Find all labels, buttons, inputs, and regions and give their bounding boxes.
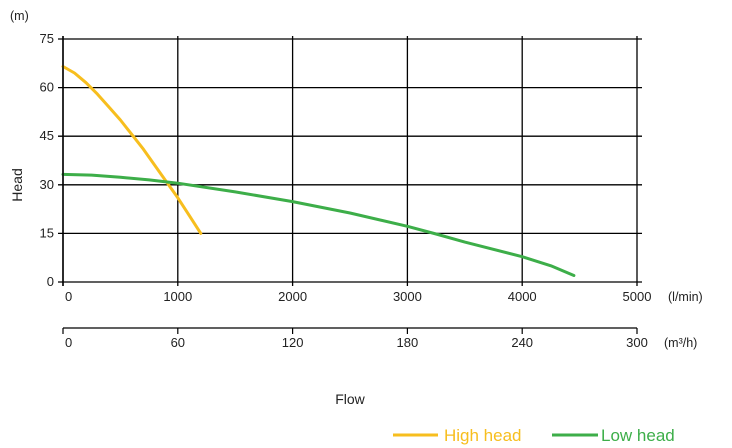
y-unit-label: (m) — [10, 9, 29, 23]
y-tick-label-75: 75 — [40, 31, 54, 46]
x-tick-label-1000: 1000 — [163, 289, 192, 304]
axis-layer: 0 15 30 45 60 75 0 1000 2000 3000 4000 5000 0 60 120 18… — [40, 31, 652, 350]
y-tick-label-45: 45 — [40, 128, 54, 143]
x2-tick-label-120: 120 — [282, 335, 304, 350]
y-tick-label-30: 30 — [40, 177, 54, 192]
legend-label-low-head: Low head — [601, 426, 675, 445]
x-tick-label-5000: 5000 — [623, 289, 652, 304]
x-tick-label-3000: 3000 — [393, 289, 422, 304]
x2-tick-label-300: 300 — [626, 335, 648, 350]
legend-label-high-head: High head — [444, 426, 522, 445]
x2-tick-label-180: 180 — [397, 335, 419, 350]
y-tick-label-60: 60 — [40, 80, 54, 95]
x2-tick-label-60: 60 — [171, 335, 185, 350]
x2-tick-label-0: 0 — [65, 335, 72, 350]
legend: High head Low head — [393, 426, 675, 445]
x-tick-label-2000: 2000 — [278, 289, 307, 304]
x-tick-label-0: 0 — [65, 289, 72, 304]
y-tick-label-15: 15 — [40, 225, 54, 240]
series-line-low-head — [61, 172, 576, 277]
series-line-high-head — [61, 65, 203, 235]
series-layer — [61, 65, 576, 277]
x2-unit-label: (m³/h) — [664, 336, 697, 350]
chart-grid — [58, 36, 642, 286]
x-axis-title: Flow — [335, 391, 365, 407]
x-unit-label: (l/min) — [668, 290, 703, 304]
y-tick-label-0: 0 — [47, 274, 54, 289]
x-tick-label-4000: 4000 — [508, 289, 537, 304]
y-axis-title: Head — [9, 168, 25, 201]
x2-tick-label-240: 240 — [511, 335, 533, 350]
